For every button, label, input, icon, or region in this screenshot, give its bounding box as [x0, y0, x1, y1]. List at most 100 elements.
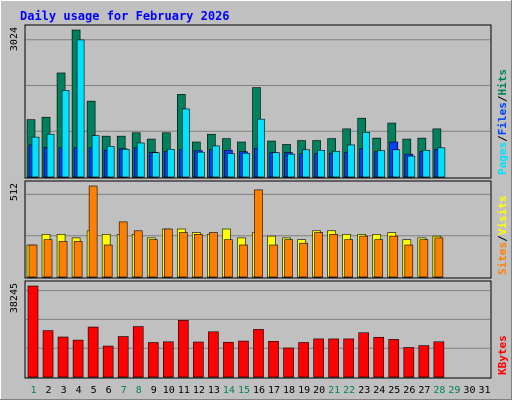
visits-sites-sites-bar-day-8 — [133, 230, 143, 278]
visits-sites-sites-bar-day-2 — [43, 239, 53, 278]
visits-sites-sites-bar-day-10 — [163, 228, 173, 278]
hits-files-pages-legend-separator: / — [496, 95, 509, 102]
hits-files-pages-pages-bar-day-28 — [437, 147, 446, 178]
hits-files-pages-pages-bar-day-13 — [212, 145, 220, 178]
kbytes-kbytes-bar-day-16 — [253, 329, 264, 378]
kbytes-kbytes-bar-day-17 — [268, 341, 279, 378]
hits-files-pages-pages-bar-day-25 — [392, 149, 401, 178]
visits-sites-sites-bar-day-21 — [329, 234, 338, 278]
x-label-day-21: 21 — [328, 385, 340, 396]
x-label-day-9: 9 — [151, 385, 157, 396]
kbytes-kbytes-bar-day-10 — [162, 341, 174, 378]
kbytes-kbytes-bar-day-27 — [418, 345, 430, 378]
y-max-labels: 3024 512 38245 — [9, 27, 20, 313]
hits-files-pages-pages-bar-day-20 — [317, 149, 325, 178]
visits-sites-sites-bar-day-5 — [88, 185, 98, 278]
kbytes-kbytes-bar-day-13 — [208, 331, 219, 378]
kbytes-kbytes-bar-day-21 — [328, 338, 339, 378]
kbytes-kbytes-bar-day-7 — [117, 336, 129, 378]
x-label-day-26: 26 — [403, 385, 415, 396]
hits-files-pages-pages-bar-day-24 — [377, 150, 386, 178]
visits-sites-sites-bar-day-23 — [359, 235, 369, 278]
hits-files-pages-pages-bar-day-27 — [422, 149, 431, 178]
visits-sites-sites-bar-day-25 — [389, 235, 399, 278]
x-label-day-4: 4 — [76, 385, 82, 396]
x-label-day-13: 13 — [208, 385, 220, 396]
hits-files-pages-pages-bar-day-4 — [76, 39, 85, 178]
hits-files-pages-pages-bar-day-6 — [106, 146, 115, 178]
visits-sites-sites-bar-day-11 — [179, 232, 188, 278]
visits-sites-sites-bar-day-14 — [224, 239, 233, 278]
hits-files-pages-pages-bar-day-17 — [272, 152, 280, 178]
visits-sites-sites-bar-day-4 — [73, 241, 83, 278]
chart-panels — [24, 24, 492, 379]
kbytes-kbytes-bar-day-4 — [72, 339, 84, 378]
kbytes-legend-kbytes: KBytes — [496, 335, 509, 375]
x-label-day-29: 29 — [448, 385, 460, 396]
hits-files-pages-pages-bar-day-2 — [46, 133, 55, 178]
visits-sites-sites-bar-day-27 — [419, 239, 429, 278]
hits-files-pages-pages-bar-day-16 — [257, 118, 265, 178]
kbytes-kbytes-bar-day-22 — [343, 338, 354, 378]
visits-sites-sites-bar-day-24 — [374, 239, 384, 278]
visits-sites-legend-separator: / — [496, 235, 509, 242]
x-label-day-11: 11 — [178, 385, 190, 396]
x-label-day-14: 14 — [223, 385, 235, 396]
x-label-day-16: 16 — [253, 385, 265, 396]
visits-sites-sites-bar-day-9 — [148, 239, 158, 278]
hits-files-pages-pages-bar-day-7 — [121, 148, 130, 178]
x-label-day-5: 5 — [91, 385, 97, 396]
x-label-day-8: 8 — [136, 385, 142, 396]
hits-files-pages-pages-bar-day-8 — [136, 142, 145, 178]
visits-sites-sites-bar-day-22 — [344, 239, 353, 278]
hits-files-pages-pages-bar-day-1 — [31, 136, 40, 178]
kbytes-kbytes-bar-day-26 — [403, 347, 415, 378]
visits-sites-sites-bar-day-28 — [434, 237, 444, 278]
x-axis-day-labels: 1 2 3 4 5 6 7 8 9 10 11 12 13 14 15 16 17 18 19 20 21 22 23 24 2… — [31, 385, 491, 396]
x-label-day-20: 20 — [313, 385, 325, 396]
visits-sites-sites-bar-day-16 — [254, 189, 263, 278]
visits-sites-sites-bar-day-20 — [314, 232, 323, 278]
kbytes-kbytes-bar-day-3 — [57, 336, 69, 378]
hits-files-pages-pages-bar-day-19 — [302, 149, 310, 178]
visits-sites-sites-bar-day-18 — [284, 239, 293, 278]
hits-files-pages-pages-bar-day-9 — [151, 152, 160, 178]
hits-files-pages-pages-bar-day-18 — [287, 153, 295, 178]
visits-sites-sites-bar-day-6 — [103, 244, 113, 278]
x-label-day-31: 31 — [478, 385, 490, 396]
x-label-day-28: 28 — [433, 385, 445, 396]
x-label-day-18: 18 — [283, 385, 295, 396]
kbytes-kbytes-bar-day-11 — [178, 320, 189, 378]
kbytes-kbytes-bar-day-6 — [102, 345, 114, 378]
kbytes-kbytes-bar-day-24 — [373, 336, 385, 378]
x-label-day-6: 6 — [106, 385, 112, 396]
x-label-day-30: 30 — [463, 385, 475, 396]
x-label-day-24: 24 — [373, 385, 385, 396]
hits-files-pages-legend-pages: Pages — [496, 142, 509, 175]
hits-files-pages-pages-bar-day-10 — [166, 148, 175, 178]
hits-files-pages-legend: Pages/Files/Hits — [496, 69, 509, 175]
hits-files-pages-pages-bar-day-22 — [347, 144, 355, 178]
kbytes-y-max-label: 38245 — [9, 283, 20, 313]
kbytes-kbytes-bar-day-8 — [132, 326, 144, 378]
kbytes-kbytes-bar-day-15 — [238, 340, 249, 378]
visits-sites-sites-bar-day-15 — [239, 244, 248, 278]
x-label-day-17: 17 — [268, 385, 280, 396]
x-label-day-1: 1 — [31, 385, 37, 396]
hits-files-pages-pages-bar-day-15 — [242, 152, 250, 178]
x-label-day-15: 15 — [238, 385, 250, 396]
kbytes-kbytes-bar-day-2 — [42, 330, 54, 378]
x-label-day-27: 27 — [418, 385, 430, 396]
x-label-day-25: 25 — [388, 385, 400, 396]
hits-files-pages-pages-bar-day-5 — [91, 135, 100, 178]
hits-files-pages-pages-bar-day-12 — [197, 151, 205, 178]
x-label-day-22: 22 — [343, 385, 355, 396]
hits-files-pages-pages-bar-day-21 — [332, 150, 340, 178]
hits-files-pages-legend-files: Files — [496, 102, 509, 135]
hits-files-pages-y-max-label: 3024 — [9, 27, 20, 51]
chart-title: Daily usage for February 2026 — [20, 9, 230, 23]
x-label-day-7: 7 — [121, 385, 127, 396]
